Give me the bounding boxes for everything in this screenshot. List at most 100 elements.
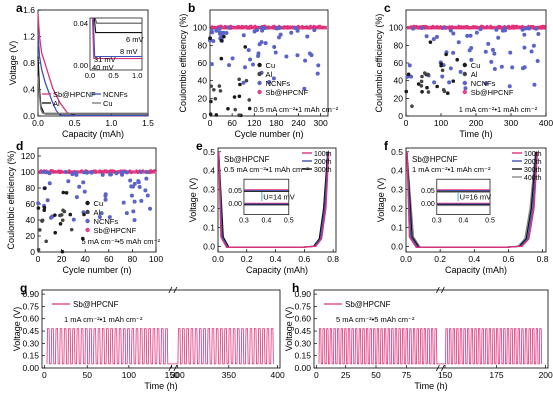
x-tick-label: 400 bbox=[539, 118, 553, 128]
al-point bbox=[213, 96, 218, 101]
cu-point bbox=[208, 112, 213, 116]
al-point bbox=[44, 239, 48, 244]
y-tick-label: 80 bbox=[394, 40, 404, 50]
y-tick-label: 0.4 bbox=[23, 85, 35, 95]
x-tick-label: 100 bbox=[149, 254, 163, 264]
axes-frame bbox=[405, 147, 547, 253]
panel-letter: c bbox=[384, 1, 391, 15]
ncnf-point bbox=[451, 50, 456, 55]
ncnf-point bbox=[256, 53, 261, 58]
y-axis-label: Coulombic efficiency (%) bbox=[178, 14, 188, 113]
y-axis-label: Coulombic efficiency (%) bbox=[374, 14, 384, 113]
y-tick-label: 0.8 bbox=[23, 58, 35, 68]
ncnf-point bbox=[220, 30, 225, 35]
voltage-profile bbox=[46, 328, 274, 365]
sb-point bbox=[249, 24, 253, 28]
y-tick-label: 20 bbox=[198, 93, 208, 103]
sb-point bbox=[210, 25, 214, 28]
ncnf-point bbox=[131, 209, 136, 214]
legend-entry: Al bbox=[53, 99, 60, 108]
axes-frame bbox=[313, 289, 549, 369]
ncnf-point bbox=[527, 26, 532, 31]
cu-point bbox=[428, 40, 433, 44]
panel-letter: a bbox=[16, 1, 23, 15]
legend-entry: Sb@HPCNF bbox=[471, 88, 514, 97]
y-tick-label: 0.1 bbox=[203, 222, 215, 232]
ncnf-point bbox=[241, 33, 246, 38]
legend-marker bbox=[85, 227, 90, 233]
ncnf-point bbox=[529, 49, 534, 54]
sb-point bbox=[465, 26, 468, 29]
x-tick-label: 150 bbox=[165, 370, 179, 380]
ncnf-point bbox=[263, 25, 268, 30]
ncnf-point bbox=[81, 180, 86, 185]
ncnf-point bbox=[273, 50, 278, 55]
x-tick-label: 60 bbox=[104, 254, 114, 264]
legend-entry: 300th bbox=[524, 167, 542, 174]
y-tick-label: 0.90 bbox=[294, 289, 311, 299]
ncnf-point bbox=[99, 211, 104, 216]
y-axis-label: Voltage (V) bbox=[8, 41, 18, 86]
sb-point bbox=[68, 170, 72, 174]
ncnf-point bbox=[44, 170, 49, 175]
x-axis-label: Capacity (mAh) bbox=[246, 265, 308, 275]
ncnf-point bbox=[132, 218, 137, 223]
al-point bbox=[237, 77, 241, 82]
cu-point bbox=[404, 89, 409, 94]
x-tick-label: 240 bbox=[291, 118, 305, 128]
ncnf-point bbox=[309, 53, 314, 58]
legend-entry: Cu bbox=[471, 61, 481, 70]
ncnf-point bbox=[36, 201, 41, 206]
ncnf-point bbox=[129, 193, 134, 198]
y-tick-label: 0.1 bbox=[391, 222, 403, 232]
y-tick-label: 60 bbox=[198, 58, 208, 68]
x-tick-label: 0.8 bbox=[327, 254, 339, 264]
inset-x-tick: 0.3 bbox=[239, 218, 249, 225]
x-tick-label: 20 bbox=[57, 254, 67, 264]
ncnf-point bbox=[121, 170, 126, 175]
legend-entry: 200th bbox=[524, 159, 542, 166]
condition-label: 1 mA cm⁻²•1 mAh cm⁻² bbox=[459, 105, 538, 114]
inset-x-tick: 0.4 bbox=[262, 218, 272, 225]
sb-point bbox=[245, 24, 248, 28]
axis-break bbox=[436, 364, 440, 372]
ncnf-point bbox=[463, 86, 468, 91]
inset-annotation: 8 mV bbox=[120, 47, 138, 56]
al-point bbox=[36, 247, 41, 252]
y-tick-label: 0.30 bbox=[294, 338, 311, 348]
cu-point bbox=[42, 208, 47, 213]
y-tick-label: 0.15 bbox=[294, 351, 311, 361]
y-axis-label: Voltage (V) bbox=[12, 307, 22, 352]
x-axis-label: Time (h) bbox=[459, 129, 492, 139]
panel-h: h 0 25 50 75 150 175 200 0.00 0.15 0.30 0.45 0.60 0.7… bbox=[284, 281, 553, 391]
cu-point bbox=[53, 230, 58, 235]
sb-point bbox=[309, 24, 312, 28]
y-tick-label: 0 bbox=[30, 247, 35, 257]
ncnf-point bbox=[132, 181, 137, 186]
x-tick-label: 0.5 bbox=[69, 118, 81, 128]
al-point bbox=[217, 84, 222, 88]
cu-point bbox=[435, 84, 439, 89]
sb-point bbox=[304, 25, 307, 29]
ncnf-point bbox=[483, 49, 488, 54]
sb-point bbox=[94, 171, 98, 174]
legend-entry: Sb@HPCNF bbox=[94, 226, 137, 235]
sb-point bbox=[58, 169, 61, 173]
cu-point bbox=[243, 45, 248, 49]
cu-point bbox=[238, 82, 242, 87]
legend-marker bbox=[257, 80, 262, 86]
inset-x-tick: 0.5 bbox=[284, 218, 294, 225]
sb-point bbox=[416, 26, 420, 29]
condition-label: 5 mA cm⁻²•5 mAh cm⁻² bbox=[82, 237, 161, 246]
cu-point bbox=[219, 38, 224, 43]
sb-point bbox=[55, 170, 58, 174]
panel-letter: d bbox=[16, 139, 23, 153]
x-tick-label: 0.4 bbox=[270, 254, 282, 264]
ncnf-point bbox=[440, 74, 445, 79]
axis-break bbox=[436, 286, 440, 294]
axis-break bbox=[168, 364, 173, 372]
ncnf-point bbox=[124, 211, 129, 216]
sb-point bbox=[103, 169, 107, 172]
ncnf-point bbox=[531, 43, 536, 48]
x-tick-label: 100 bbox=[122, 370, 136, 380]
